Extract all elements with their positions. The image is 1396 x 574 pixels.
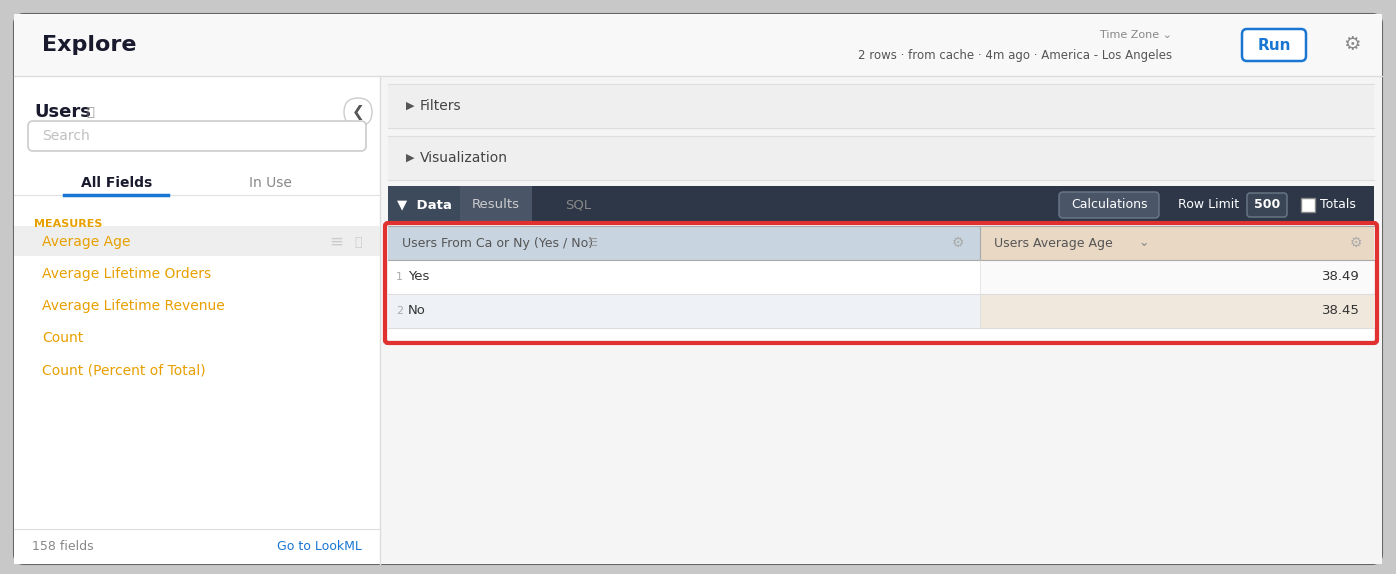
- Text: ⚙: ⚙: [1350, 236, 1362, 250]
- Bar: [14, 14, 1382, 76]
- FancyBboxPatch shape: [1242, 29, 1307, 61]
- Bar: [461, 186, 532, 224]
- Bar: [980, 294, 1374, 328]
- Text: No: No: [408, 304, 426, 317]
- Bar: [980, 260, 1374, 294]
- Text: ▶: ▶: [406, 101, 415, 111]
- FancyBboxPatch shape: [28, 121, 366, 151]
- Text: Time Zone ⌄: Time Zone ⌄: [1100, 30, 1173, 40]
- Text: ☰: ☰: [586, 238, 597, 248]
- Bar: [388, 84, 1374, 128]
- Text: SQL: SQL: [565, 199, 591, 211]
- Text: All Fields: All Fields: [81, 176, 152, 190]
- Text: Average Lifetime Orders: Average Lifetime Orders: [42, 267, 211, 281]
- FancyBboxPatch shape: [1247, 193, 1287, 217]
- Text: 500: 500: [1254, 199, 1280, 211]
- Text: Search: Search: [42, 129, 89, 143]
- Bar: [14, 226, 380, 256]
- Text: Totals: Totals: [1321, 199, 1356, 211]
- Bar: [388, 226, 980, 260]
- Text: Count: Count: [42, 331, 84, 345]
- Text: 38.49: 38.49: [1322, 270, 1360, 284]
- FancyBboxPatch shape: [1060, 192, 1159, 218]
- Text: Visualization: Visualization: [420, 151, 508, 165]
- Text: Go to LookML: Go to LookML: [278, 540, 362, 553]
- Text: ≡: ≡: [329, 233, 343, 251]
- Text: Average Age: Average Age: [42, 235, 130, 249]
- Bar: [388, 136, 1374, 180]
- Text: Users From Ca or Ny (Yes / No): Users From Ca or Ny (Yes / No): [402, 236, 593, 250]
- Text: MEASURES: MEASURES: [34, 219, 102, 229]
- Text: Count (Percent of Total): Count (Percent of Total): [42, 363, 205, 377]
- Bar: [980, 226, 1374, 260]
- Text: Users Average Age: Users Average Age: [994, 236, 1113, 250]
- Text: Yes: Yes: [408, 270, 430, 284]
- Bar: [1301, 198, 1315, 212]
- Text: 38.45: 38.45: [1322, 304, 1360, 317]
- Text: ⓘ: ⓘ: [87, 106, 94, 118]
- Text: ⓘ: ⓘ: [355, 235, 362, 249]
- Text: ▶: ▶: [406, 153, 415, 163]
- Text: 158 fields: 158 fields: [32, 540, 94, 553]
- Text: Average Lifetime Revenue: Average Lifetime Revenue: [42, 299, 225, 313]
- Text: ❮: ❮: [352, 104, 364, 119]
- Text: Users: Users: [34, 103, 91, 121]
- Bar: [388, 186, 1374, 224]
- Text: Filters: Filters: [420, 99, 462, 113]
- Bar: [380, 76, 1382, 564]
- Bar: [388, 294, 980, 328]
- Text: Results: Results: [472, 199, 519, 211]
- Text: 2: 2: [396, 306, 403, 316]
- Bar: [388, 260, 980, 294]
- FancyBboxPatch shape: [14, 14, 1382, 564]
- Bar: [14, 76, 380, 564]
- Bar: [388, 328, 1374, 340]
- Text: Row Limit: Row Limit: [1178, 199, 1240, 211]
- Text: Run: Run: [1258, 37, 1291, 52]
- Text: Explore: Explore: [42, 35, 137, 55]
- Bar: [388, 186, 461, 224]
- Text: ▼  Data: ▼ Data: [396, 199, 451, 211]
- Text: Calculations: Calculations: [1071, 199, 1148, 211]
- Text: In Use: In Use: [248, 176, 292, 190]
- Text: ⚙: ⚙: [951, 236, 963, 250]
- Text: ⌄: ⌄: [1139, 236, 1149, 250]
- Text: ⚙: ⚙: [1343, 36, 1361, 55]
- Text: 1: 1: [396, 272, 403, 282]
- Text: 2 rows · from cache · 4m ago · America - Los Angeles: 2 rows · from cache · 4m ago · America -…: [859, 48, 1173, 61]
